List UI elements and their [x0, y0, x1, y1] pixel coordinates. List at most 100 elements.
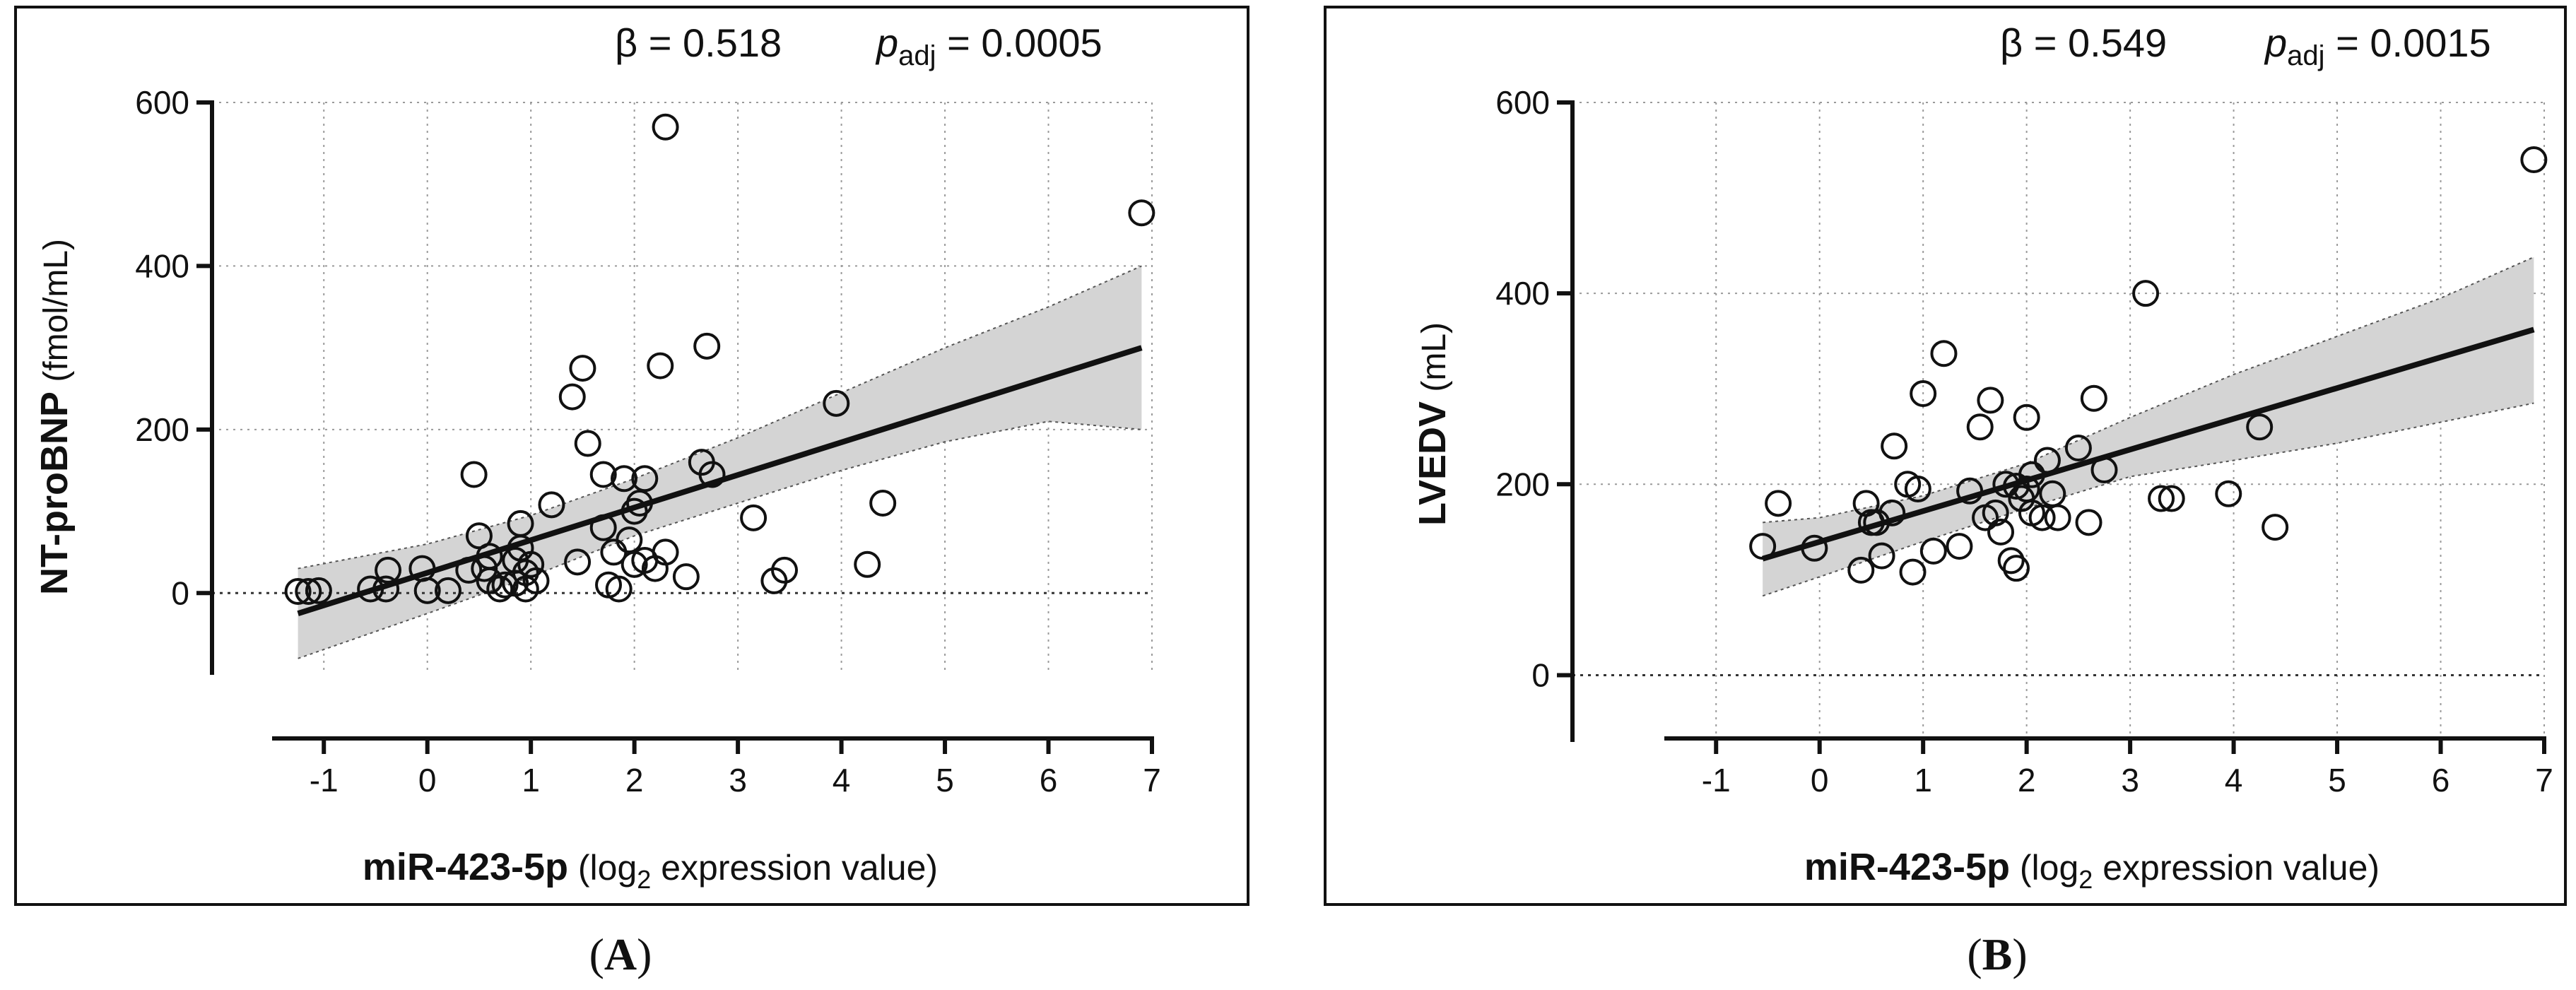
panel-b-y-tick-label: 600: [1495, 84, 1550, 121]
panel-b-data-point: [1847, 556, 1875, 584]
panel-a-data-point: [869, 490, 897, 517]
panel-a-x-label-post: expression value): [651, 848, 938, 888]
panel-b-x-tick-label: 1: [1914, 762, 1932, 799]
panel-b-ci-upper-line: [1763, 256, 2534, 524]
panel-b-x-label-bold: miR-423-5p: [1804, 846, 2010, 888]
panel-b-y-label: LVEDV (mL): [1411, 322, 1454, 526]
panel-b-x-tick-label: 6: [2432, 762, 2450, 799]
panel-a-data-point: [625, 490, 653, 517]
panel-a-points: [284, 113, 1155, 605]
panel-a-data-point: [771, 556, 799, 584]
panel-a-confidence-band: [298, 266, 1142, 659]
panel-a-x-tick-label: 1: [522, 762, 540, 799]
panel-b-data-point: [2013, 403, 2040, 431]
panel-a-x-label-pre: (log: [568, 848, 637, 888]
panel-b-border: [1324, 6, 2567, 906]
panel-b-data-point: [1749, 533, 1777, 560]
panel-b-data-point: [2132, 280, 2160, 307]
panel-b-data-point: [1868, 542, 1895, 570]
panel-a-ci-upper-line: [298, 265, 1142, 570]
panel-a-y-tick-label: 0: [171, 574, 189, 611]
panel-b-caption: (B): [1967, 929, 2027, 979]
panel-a-data-point: [471, 555, 498, 582]
panel-a-data-point: [611, 465, 637, 493]
panel-b-data-point: [1765, 490, 1792, 517]
panel-a-y-tick-label: 400: [135, 247, 189, 284]
panel-a-data-point: [823, 389, 850, 417]
panel-b-data-point: [1899, 558, 1927, 586]
panel-b-data-point: [1987, 518, 2015, 546]
panel-a-data-point: [574, 430, 601, 457]
panel-a-data-point: [375, 556, 402, 584]
panel-b-caption-letter: B: [1982, 929, 2013, 979]
panel-b-x-tick-label: 3: [2121, 762, 2139, 799]
panel-a-data-point: [558, 383, 586, 411]
panel-a-data-point: [357, 575, 384, 603]
panel-b: 0 200 400 600 -1 0 1 2 3 4 5 6 7 β = 0.549 padj = 0.…: [1324, 6, 2567, 906]
panel-a-x-tick-label: -1: [310, 762, 339, 799]
panel-b-y-tick-label: 400: [1495, 275, 1550, 312]
panel-b-x-label: miR-423-5p (log2 expression value): [1804, 846, 2380, 894]
panel-b-x-tick-label: -1: [1702, 762, 1731, 799]
panel-b-data-point: [2080, 384, 2107, 412]
panel-a-ticks: 0 200 400 600 -1 0 1 2 3 4 5 6 7: [135, 84, 1161, 799]
panel-b-data-point: [1878, 499, 1906, 526]
panel-b-data-point: [1904, 476, 1931, 503]
panel-a-caption: (A): [589, 929, 652, 979]
panel-b-beta: β = 0.549: [2000, 20, 2167, 65]
panel-b-data-point: [2090, 456, 2118, 484]
panel-b-data-point: [2215, 480, 2242, 507]
panel-a-x-label-bold: miR-423-5p: [363, 846, 568, 888]
panel-a-x-label-sub: 2: [637, 865, 651, 894]
panel-b-x-tick-label: 5: [2328, 762, 2346, 799]
panel-a-data-point: [413, 577, 441, 604]
panel-a-y-tick-label: 600: [135, 84, 189, 121]
panel-a-data-point: [538, 491, 565, 519]
panel-b-p-value-text: = 0.0015: [2325, 20, 2491, 65]
panel-a-data-point: [569, 355, 596, 382]
panel-a-data-point: [693, 332, 721, 360]
panel-b-x-label-post: expression value): [2093, 848, 2380, 888]
panel-a-data-point: [616, 526, 643, 554]
panel-a-data-point: [1128, 199, 1155, 227]
panel-a-caption-letter: A: [604, 929, 637, 979]
panel-b-x-tick-label: 7: [2535, 762, 2553, 799]
panel-a-x-tick-label: 4: [833, 762, 851, 799]
panel-b-confidence-band: [1763, 257, 2534, 596]
panel-a-y-label: NT-proBNP (fmol/mL): [33, 239, 76, 595]
panel-a-data-point: [486, 575, 514, 603]
panel-b-p-sub: adj: [2287, 40, 2324, 71]
panel-a-p-value-text: = 0.0005: [936, 20, 1102, 65]
panel-b-y-tick-label: 0: [1531, 656, 1550, 693]
panel-b-y-label-bold: LVEDV: [1411, 401, 1454, 526]
panel-a-data-point: [672, 563, 700, 591]
panel-a-data-point: [295, 577, 322, 605]
panel-a-ci-lower-line: [298, 420, 1142, 659]
panel-a-border: [14, 6, 1249, 906]
panel-a-y-label-rest: (fmol/mL): [37, 239, 75, 391]
panel-a-data-point: [455, 556, 483, 584]
panel-a-x-tick-label: 2: [625, 762, 644, 799]
panel-a-data-point: [522, 567, 550, 594]
panel-b-data-point: [2064, 434, 2092, 461]
panel-a-x-tick-label: 3: [729, 762, 747, 799]
panel-a-data-point: [854, 550, 881, 578]
panel-b-x-label-sub: 2: [2078, 865, 2093, 894]
panel-a-p-sub: adj: [898, 40, 936, 71]
panel-a-y-label-bold: NT-proBNP: [33, 391, 76, 595]
panel-b-data-point: [2028, 504, 2056, 531]
panel-a-data-point: [372, 575, 400, 603]
panel-b-data-point: [2003, 555, 2030, 582]
panel-b-p-value: padj = 0.0015: [2264, 20, 2491, 71]
panel-b-data-point: [2246, 413, 2274, 441]
panel-b-data-point: [1982, 499, 2009, 526]
panel-a-p-value: padj = 0.0005: [875, 20, 1102, 71]
panel-b-data-point: [2520, 146, 2548, 174]
panel-a-data-point: [435, 577, 461, 604]
panel-a-data-point: [605, 575, 633, 603]
panel-a-y-tick-label: 200: [135, 411, 189, 448]
panel-a-grid: [212, 102, 1153, 675]
panel-a-regression-line: [297, 345, 1143, 617]
panel-b-x-label-pre: (log: [2010, 848, 2078, 888]
panel-b-data-point: [2033, 447, 2061, 474]
